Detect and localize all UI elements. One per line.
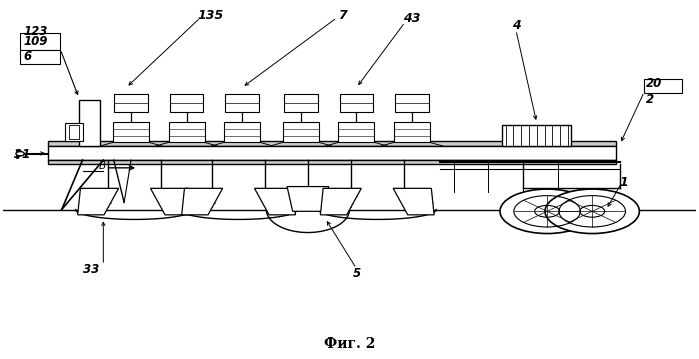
Bar (113, 122, 149, 143)
Polygon shape (320, 188, 361, 215)
Bar (65, 123, 82, 141)
Bar (20, 51, 60, 64)
Text: B: B (99, 162, 106, 172)
Text: 123: 123 (24, 25, 48, 38)
Bar (394, 122, 430, 143)
Bar (48, 141, 617, 146)
Bar (79, 100, 100, 146)
Text: 5: 5 (352, 267, 361, 280)
Text: 1: 1 (620, 176, 628, 189)
Bar (168, 122, 205, 143)
Text: Фиг. 2: Фиг. 2 (324, 337, 375, 351)
Polygon shape (254, 188, 296, 215)
Bar (395, 94, 428, 112)
Text: 2: 2 (647, 93, 654, 107)
Bar (338, 122, 375, 143)
Polygon shape (393, 188, 434, 215)
Bar (224, 122, 260, 143)
Bar (225, 94, 259, 112)
Bar (644, 79, 682, 93)
Bar (502, 125, 571, 146)
Bar (170, 94, 203, 112)
Text: 33: 33 (83, 263, 100, 276)
Ellipse shape (545, 189, 640, 234)
Polygon shape (150, 188, 192, 215)
Bar (20, 33, 60, 51)
Text: 7: 7 (338, 9, 347, 22)
Text: 43: 43 (403, 12, 421, 25)
Bar (48, 160, 617, 164)
Text: 31: 31 (14, 148, 31, 160)
Bar (340, 94, 373, 112)
Bar (48, 146, 617, 160)
Bar (283, 122, 319, 143)
Text: 6: 6 (24, 50, 31, 63)
Text: 135: 135 (198, 9, 224, 22)
Text: 4: 4 (512, 19, 520, 32)
Circle shape (16, 151, 24, 156)
Ellipse shape (500, 189, 594, 234)
Polygon shape (287, 187, 329, 211)
Bar (69, 125, 79, 139)
Bar (284, 94, 317, 112)
Text: 109: 109 (24, 35, 48, 48)
Text: 20: 20 (647, 77, 663, 90)
Bar (115, 94, 147, 112)
Polygon shape (78, 188, 119, 215)
Polygon shape (182, 188, 222, 215)
